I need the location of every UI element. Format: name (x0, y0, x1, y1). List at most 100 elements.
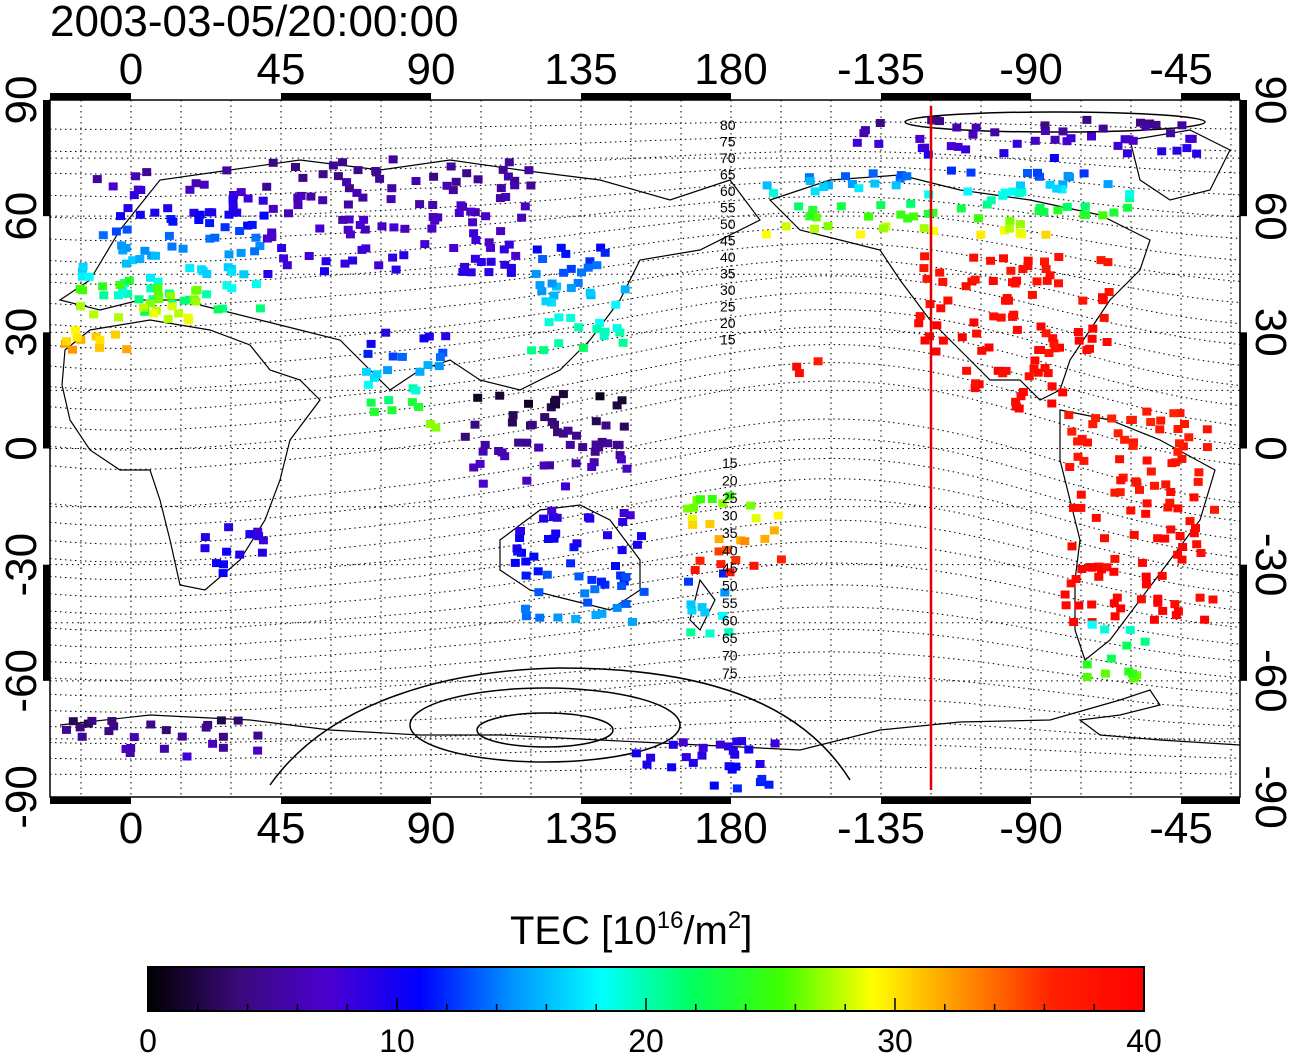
tec-cell-alaska-canada (1041, 230, 1051, 239)
tec-cell-south-america (1109, 599, 1119, 608)
tec-cell-europe (146, 273, 155, 282)
tec-cell-mexico (1050, 344, 1060, 353)
tec-cell-south-america (1094, 572, 1104, 581)
tec-cell-australia (611, 562, 620, 570)
tec-cell-india (423, 361, 433, 370)
tec-cell-russia (342, 178, 352, 187)
tec-cell-russia (282, 261, 292, 270)
mlat-contour (50, 651, 1240, 697)
tec-cell-usa (1027, 290, 1037, 299)
mlat-contour (50, 180, 1240, 220)
tec-cell-east-asia (561, 249, 571, 258)
mlat-contour (50, 165, 1240, 198)
tec-cell-russia (415, 200, 425, 209)
tec-cell-alaska-canada (1125, 194, 1135, 203)
tec-cell-south-america (1180, 420, 1189, 428)
lon-label-bottom: 90 (407, 804, 456, 853)
tec-cell-europe (222, 166, 232, 175)
tec-cell-russia (481, 212, 491, 221)
tec-cell-east-asia (554, 313, 564, 322)
tec-cell-alaska-canada (856, 230, 866, 239)
tec-cell-india (366, 339, 376, 348)
tec-cell-europe (129, 191, 139, 200)
tec-cell-europe (232, 208, 242, 217)
tec-cell-south-america (1116, 604, 1126, 613)
colorbar-label-close: ] (741, 909, 752, 953)
tec-cell-russia (520, 202, 530, 211)
tec-cell-russia (267, 228, 277, 237)
tec-cell-sea (534, 443, 544, 452)
tec-cell-south-america (1102, 563, 1112, 572)
tec-cell-east-asia (618, 338, 628, 347)
tec-cell-sea (495, 391, 505, 400)
tec-cell-australia (571, 614, 581, 623)
tick-bar-left (43, 564, 50, 681)
tec-cell-australia (574, 572, 584, 581)
tec-observations (60, 115, 1219, 793)
tec-cell-arctic (1151, 120, 1161, 129)
tec-cell-east-asia (573, 278, 583, 287)
tec-cell-russia (430, 216, 440, 225)
tec-cell-mexico (1049, 339, 1059, 348)
tec-cell-russia (524, 166, 534, 175)
tec-cell-alaska-canada (1109, 208, 1119, 217)
tec-cell-south-pacific (690, 566, 700, 574)
tec-cell-alaska-canada (1098, 211, 1108, 220)
tec-cell-alaska-canada (810, 187, 820, 196)
tec-cell-europe (122, 225, 132, 234)
tec-cell-russia (262, 234, 272, 243)
tec-cell-ross-sea (668, 740, 678, 749)
tec-cell-russia (466, 207, 476, 216)
tec-cell-australia (549, 534, 559, 543)
tec-cell-arctic (932, 116, 942, 125)
tec-cell-mexico (1047, 399, 1057, 408)
tec-cell-usa (920, 336, 930, 345)
tec-cell-australia (617, 546, 627, 555)
tec-cell-east-asia (532, 245, 542, 254)
tec-cell-antarctica (253, 731, 263, 740)
tec-cell-alaska-canada (1080, 210, 1090, 219)
mlat-contour (50, 196, 1240, 242)
tec-cell-europe (134, 295, 144, 304)
tec-cell-alaska-canada (956, 204, 966, 213)
contour-label-n: 50 (720, 216, 736, 232)
tec-cell-europe (151, 251, 160, 260)
tec-cell-alaska-canada (823, 181, 833, 190)
tec-cell-north-atlantic (68, 345, 77, 354)
tec-cell-patagonia (1082, 660, 1092, 669)
tec-cell-north-atlantic (191, 286, 201, 295)
tec-cell-sea (561, 482, 570, 491)
tec-cell-south-america (1177, 555, 1187, 564)
tec-cell-south-america (1066, 579, 1076, 588)
tec-cell-east-asia (585, 288, 595, 297)
tec-cell-russia (328, 161, 338, 170)
tec-cell-new-zealand (718, 611, 728, 620)
tec-cell-south-america (1165, 498, 1175, 507)
tec-cell-alaska-canada (819, 183, 829, 191)
tec-cell-arctic (961, 145, 971, 154)
tec-cell-east-asia (538, 255, 548, 263)
tec-cell-sea (553, 428, 562, 437)
tec-cell-russia (298, 173, 308, 182)
tec-cell-russia (506, 268, 516, 277)
tec-cell-alaska-canada (902, 172, 912, 181)
tec-cell-australia (619, 509, 629, 517)
tec-cell-usa (989, 312, 999, 321)
tec-cell-europe (255, 304, 265, 313)
tec-cell-antarctica (62, 725, 71, 734)
pole-ring-mid (409, 687, 681, 763)
coastlines (58, 129, 1240, 751)
tec-cell-antarctica (253, 746, 263, 755)
lat-label-right: -90 (1246, 765, 1292, 829)
tec-cell-south-america (1210, 505, 1219, 514)
coastline (768, 174, 1151, 401)
tec-cell-ross-sea (728, 746, 738, 755)
tec-cell-russia (358, 193, 368, 202)
tec-cell-sea (522, 438, 532, 447)
coastline (58, 159, 761, 391)
tec-cell-east-asia (539, 346, 549, 355)
contour-label-n: 30 (720, 282, 736, 298)
tick-bar-bottom (1181, 797, 1240, 804)
tec-cell-europe (108, 182, 118, 191)
tec-cell-mexico (1047, 382, 1057, 391)
